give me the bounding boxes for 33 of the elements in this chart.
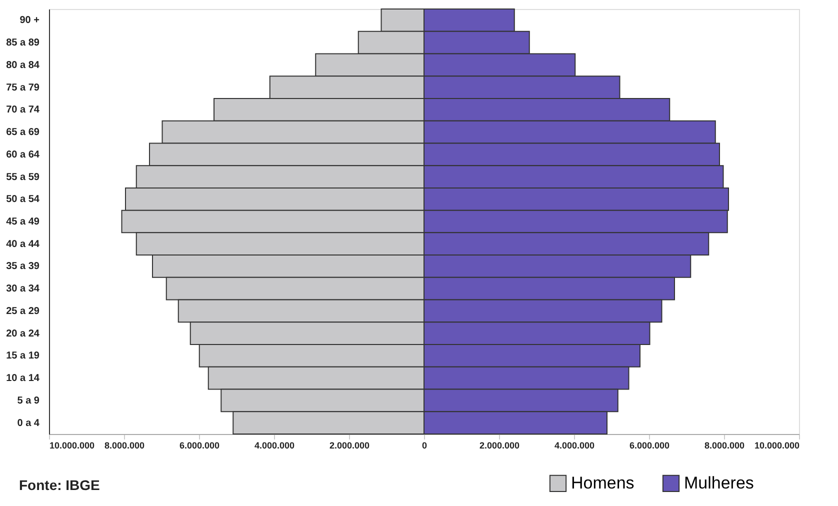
x-tick-label: 2.000.000 [329,440,370,450]
y-tick-label: 15 a 19 [6,350,40,362]
x-tick-label: 10.000.000 [754,440,800,450]
source-note: Fonte: IBGE [19,477,100,493]
x-tick-label: 8.000.000 [704,440,745,450]
y-tick-label: 35 a 39 [6,261,40,272]
y-tick-label: 30 a 34 [6,284,40,295]
y-tick-label: 25 a 29 [6,306,40,317]
x-tick-label: 4.000.000 [254,440,295,450]
y-tick-label: 80 a 84 [6,60,40,71]
y-tick-label: 45 a 49 [6,216,40,228]
legend-label: Mulheres [684,473,754,492]
y-tick-label: 5 a 9 [17,395,40,406]
y-tick-label: 20 a 24 [6,328,40,340]
y-tick-label: 65 a 69 [6,127,40,138]
legend-label: Homens [571,473,634,492]
y-tick-label: 40 a 44 [6,238,40,250]
x-tick-label: 10.000.000 [50,440,95,450]
y-tick-label: 0 a 4 [17,418,40,429]
y-tick-label: 70 a 74 [6,104,40,116]
x-tick-label: 2.000.000 [479,440,520,450]
y-tick-label: 10 a 14 [6,373,40,384]
x-tick-label: 4.000.000 [554,440,595,450]
y-tick-label: 90 + [20,15,40,26]
y-tick-label: 85 a 89 [6,38,40,49]
x-tick-label: 8.000.000 [104,440,145,450]
x-tick-label: 0 [422,440,428,450]
y-tick-label: 60 a 64 [6,149,40,160]
x-tick-label: 6.000.000 [629,440,670,450]
y-tick-label: 50 a 54 [6,194,40,206]
y-tick-label: 55 a 59 [6,172,40,183]
y-tick-label: 75 a 79 [6,82,40,94]
x-tick-label: 6.000.000 [179,440,220,450]
